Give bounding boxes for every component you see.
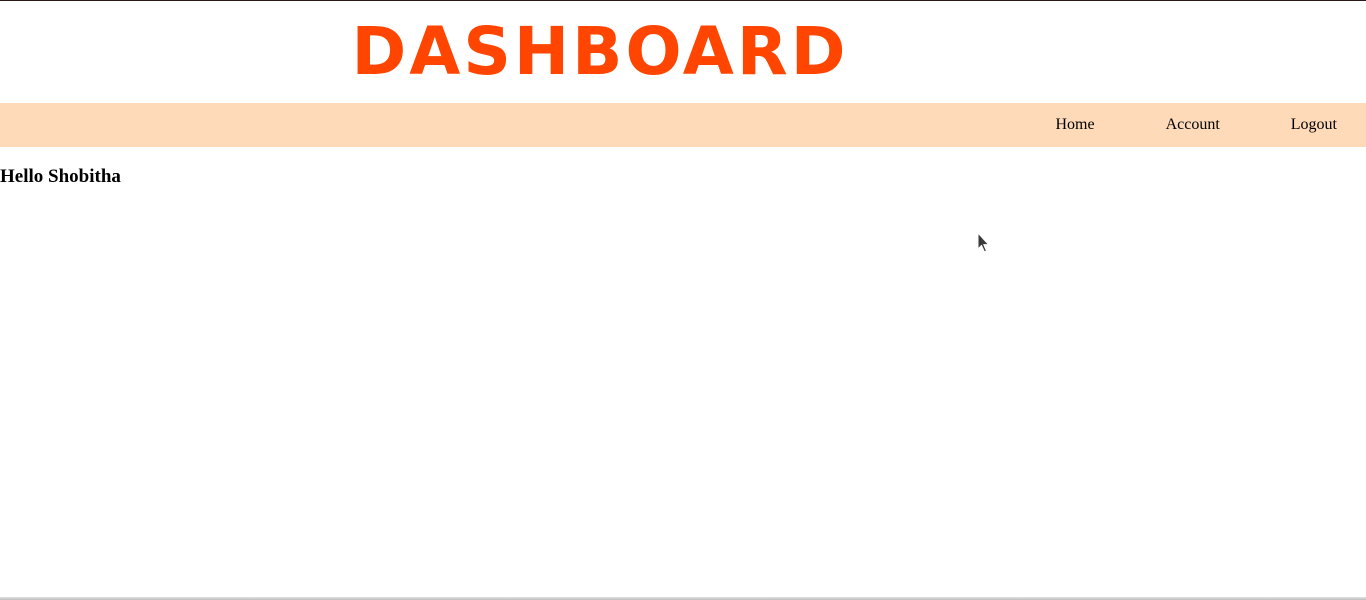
nav-menu: Home Account Logout <box>1055 103 1366 147</box>
nav-link-logout[interactable]: Logout <box>1290 116 1337 133</box>
top-border <box>0 0 1366 1</box>
nav-item-home: Home <box>1055 103 1123 147</box>
bottom-border <box>0 597 1366 600</box>
page-title: DASHBOARD <box>351 13 849 90</box>
nav-item-account: Account <box>1124 103 1249 147</box>
mouse-pointer-icon <box>977 232 990 253</box>
nav-link-account[interactable]: Account <box>1165 116 1220 133</box>
nav-item-logout: Logout <box>1249 103 1366 147</box>
greeting-heading: Hello Shobitha <box>0 166 121 187</box>
page-header: DASHBOARD <box>0 1 1366 103</box>
navbar: Home Account Logout <box>0 103 1366 147</box>
nav-link-home[interactable]: Home <box>1055 116 1095 133</box>
